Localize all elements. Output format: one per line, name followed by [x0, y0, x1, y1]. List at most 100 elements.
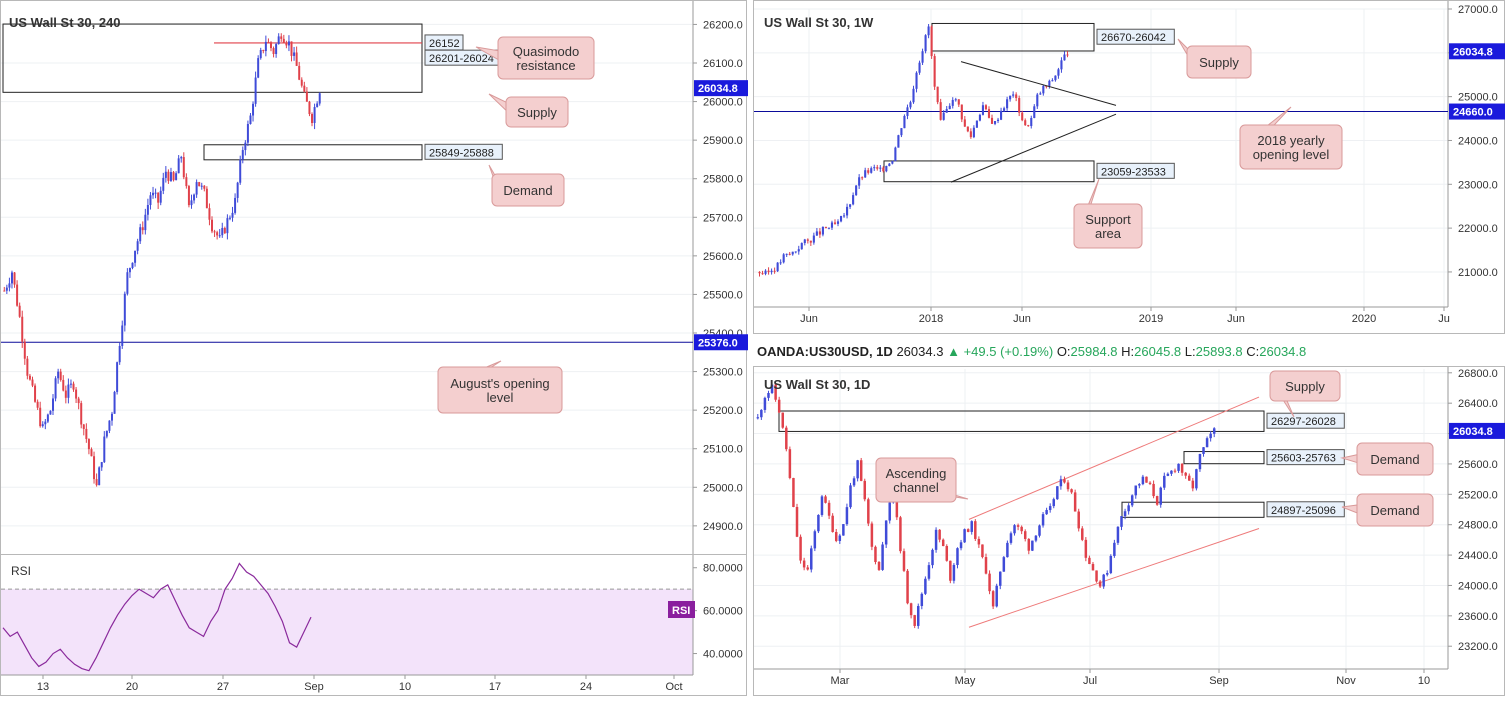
candle-body: [774, 384, 777, 400]
candle-body: [57, 371, 60, 379]
daily-chart-panel[interactable]: 26800.026400.026000.025600.025200.024800…: [753, 366, 1505, 696]
zone-label: 26670-26042: [1101, 32, 1166, 44]
candle-body: [134, 250, 137, 263]
price-tag-label: 24660.0: [1453, 107, 1493, 119]
candle-body: [1123, 511, 1127, 517]
candle-body: [852, 478, 856, 486]
candle-body: [963, 119, 966, 127]
candle-body: [185, 177, 188, 187]
candle-body: [1180, 463, 1184, 473]
candle-body: [93, 456, 96, 480]
candle-body: [287, 41, 290, 46]
x-tick-label: 17: [489, 681, 501, 693]
candle-body: [272, 48, 275, 55]
zone-tag: [1096, 162, 1175, 179]
zone-box: [1121, 501, 1265, 518]
zone-tag: [1266, 501, 1345, 518]
candle-body: [10, 272, 13, 284]
candle-body: [67, 384, 70, 398]
candle-body: [1006, 542, 1009, 558]
candle-body: [280, 36, 283, 39]
candle-body: [98, 467, 101, 486]
y-tick-label: 25600.0: [1458, 459, 1498, 471]
candle-body: [1105, 573, 1109, 575]
y-tick-label: 22000.0: [1458, 223, 1498, 235]
candle-body: [218, 235, 221, 237]
candle-body: [1138, 484, 1141, 486]
candle-body: [981, 544, 984, 558]
rsi-tag: [668, 601, 695, 618]
candle-body: [951, 99, 954, 106]
candle-body: [1045, 85, 1048, 87]
x-tick-label: Oct: [665, 681, 682, 693]
candle-body: [920, 593, 924, 607]
candle-body: [845, 507, 849, 525]
candle-body: [123, 293, 126, 326]
candle-body: [52, 398, 55, 411]
candle-body: [867, 499, 870, 524]
candle-body: [1063, 479, 1066, 483]
candle-body: [1130, 495, 1134, 506]
candle-body: [69, 383, 72, 385]
candle-body: [776, 262, 779, 272]
candle-body: [777, 399, 781, 413]
candle-body: [1177, 463, 1180, 471]
candle-body: [121, 325, 124, 346]
candle-body: [1048, 80, 1051, 86]
candle-body: [285, 42, 288, 46]
candle-body: [792, 477, 795, 507]
candle-body: [1041, 514, 1045, 526]
candle-body: [993, 121, 997, 124]
candle-body: [87, 439, 90, 450]
candle-body: [945, 109, 948, 113]
price-tag: [1449, 422, 1505, 439]
candle-body: [80, 403, 83, 425]
candle-body: [1051, 80, 1054, 82]
candle-body: [3, 290, 6, 292]
candle-body: [918, 62, 921, 73]
candle-body: [975, 120, 978, 128]
close-label: C:: [1246, 344, 1260, 359]
h4-chart-panel[interactable]: 26200.0 26100.0 26000.0 25900.0 25800.0 25700…: [0, 0, 750, 556]
candle-body: [1009, 95, 1012, 100]
callout-text: Ascending: [886, 466, 947, 481]
candle-body: [1148, 482, 1152, 484]
candle-body: [1081, 528, 1084, 540]
candle-body: [960, 104, 963, 120]
weekly-chart-panel[interactable]: 27000.026000.025000.024000.023000.022000…: [753, 0, 1505, 334]
candle-body: [949, 560, 952, 581]
callout-box: [1356, 442, 1434, 476]
candle-body: [795, 506, 799, 537]
candle-body: [231, 212, 234, 218]
low-value: 25893.8: [1195, 344, 1243, 359]
candle-body: [861, 177, 864, 179]
candle-body: [282, 38, 285, 43]
candle-body: [100, 462, 103, 468]
callout-box: [875, 457, 957, 503]
candle-body: [846, 206, 849, 216]
zone-label: 25849-25888: [429, 147, 494, 159]
y-tick-label: 26100.0: [703, 58, 743, 70]
candle-body: [113, 391, 116, 414]
zone-box: [203, 144, 423, 161]
candle-body: [118, 345, 121, 363]
candle-body: [855, 185, 858, 196]
x-tick-label: 13: [37, 681, 49, 693]
candle-body: [791, 251, 794, 255]
callout-box: [1073, 203, 1143, 249]
candle-body: [767, 392, 770, 398]
rsi-title: RSI: [11, 564, 31, 578]
rsi-panel[interactable]: 80.0000 60.0000 40.0000 13 20 27 Sep 10 17 24 Oct R…: [0, 554, 747, 696]
candle-body: [5, 287, 8, 291]
y-tick-label: 26000.0: [703, 97, 743, 109]
candle-body: [213, 231, 216, 233]
candle-body: [806, 239, 809, 241]
callout-text: channel: [893, 480, 939, 495]
candle-body: [1170, 470, 1173, 474]
candle-body: [885, 165, 888, 172]
candle-body: [1057, 69, 1060, 76]
quasimodo-tag: [424, 34, 464, 51]
rsi-tag-label: RSI: [672, 605, 690, 617]
candle-body: [818, 231, 821, 235]
callout-text: Quasimodo: [513, 44, 579, 59]
